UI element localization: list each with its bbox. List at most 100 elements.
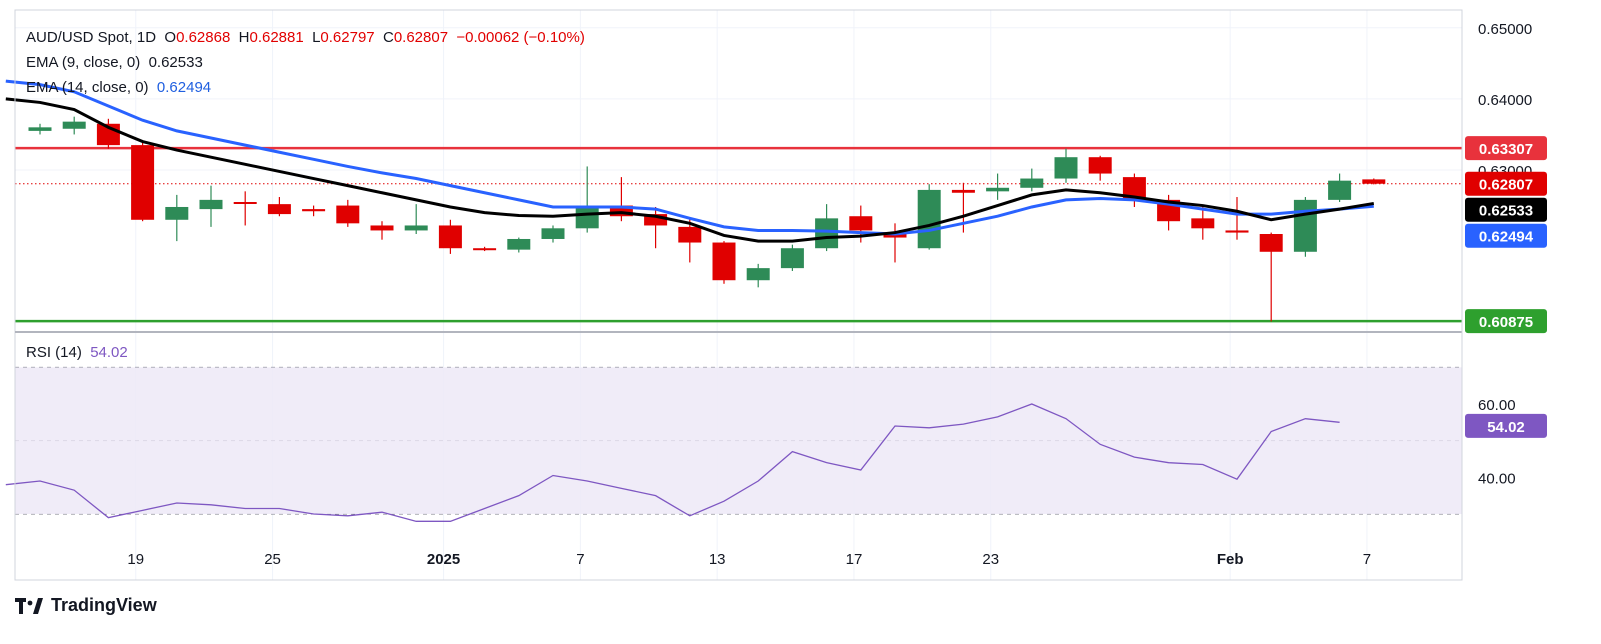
change-value: −0.00062 (−0.10%) bbox=[456, 29, 585, 46]
candle bbox=[28, 123, 52, 135]
price-tags: 0.63307 0.62807 0.62533 0.62494 0.60875 54.02 bbox=[1465, 136, 1547, 438]
candle bbox=[199, 185, 223, 227]
rsi-label: RSI (14) bbox=[26, 344, 82, 361]
candle bbox=[1225, 197, 1249, 240]
candle-body bbox=[1259, 234, 1283, 252]
tradingview-brand[interactable]: TradingView bbox=[15, 595, 157, 616]
ema9-label: EMA (9, close, 0) bbox=[26, 54, 141, 71]
candle bbox=[1088, 155, 1112, 181]
x-tick-label: 13 bbox=[709, 551, 726, 568]
candle bbox=[815, 204, 839, 252]
candle-body bbox=[507, 238, 531, 250]
price-tag: 0.62807 bbox=[1479, 177, 1533, 194]
candle-body bbox=[917, 189, 941, 249]
candle-body bbox=[575, 205, 599, 229]
ema9-line bbox=[5, 97, 1375, 243]
tradingview-logo-icon bbox=[15, 597, 43, 614]
candle bbox=[883, 223, 907, 263]
candle-body bbox=[267, 204, 291, 215]
candle-body bbox=[1054, 157, 1078, 179]
symbol-label[interactable]: AUD/USD Spot, 1D bbox=[26, 29, 157, 46]
candle-body bbox=[28, 127, 52, 131]
rsi-line bbox=[5, 403, 1340, 522]
candle bbox=[165, 194, 189, 242]
candle bbox=[780, 244, 804, 271]
ema14-label: EMA (14, close, 0) bbox=[26, 79, 149, 96]
candle-body bbox=[1122, 177, 1146, 200]
x-tick-label: 19 bbox=[127, 551, 144, 568]
low-value: 0.62797 bbox=[320, 29, 375, 46]
candle-body bbox=[199, 199, 223, 210]
price-tag: 0.63307 bbox=[1479, 141, 1533, 158]
candle bbox=[1054, 148, 1078, 183]
candle bbox=[233, 191, 257, 226]
candle-body bbox=[780, 248, 804, 269]
x-tick-label: 25 bbox=[264, 551, 281, 568]
candle-body bbox=[233, 202, 257, 204]
candle-body bbox=[62, 121, 86, 129]
candle-body bbox=[1328, 180, 1352, 200]
candle bbox=[438, 219, 462, 254]
ema14-line bbox=[5, 79, 1374, 236]
x-tick-label: 23 bbox=[982, 551, 999, 568]
candle-body bbox=[438, 225, 462, 249]
candle-body bbox=[473, 248, 497, 251]
candle-body bbox=[1191, 218, 1215, 229]
candle-body bbox=[1088, 157, 1112, 174]
candle-body bbox=[815, 218, 839, 249]
rsi-tick-label: 40.00 bbox=[1478, 470, 1516, 487]
candle bbox=[507, 237, 531, 253]
candle bbox=[1293, 197, 1317, 257]
candle-body bbox=[746, 268, 770, 281]
x-tick-label: 2025 bbox=[427, 551, 460, 568]
candle-body bbox=[302, 209, 326, 212]
price-tick-label: 0.64000 bbox=[1478, 92, 1532, 109]
rsi-value: 54.02 bbox=[90, 344, 128, 361]
candle bbox=[62, 116, 86, 135]
price-tag: 0.62533 bbox=[1479, 203, 1533, 220]
rsi-legend[interactable]: RSI (14) 54.02 bbox=[26, 344, 128, 362]
candle bbox=[1191, 206, 1215, 240]
horizontal-levels bbox=[15, 146, 1462, 323]
price-tag-bg bbox=[1465, 171, 1547, 196]
ohlc-legend: AUD/USD Spot, 1D O0.62868 H0.62881 L0.62… bbox=[26, 29, 585, 47]
candle bbox=[986, 173, 1010, 200]
candle bbox=[131, 142, 155, 222]
candle bbox=[267, 197, 291, 217]
rsi-tag-bg bbox=[1465, 413, 1547, 438]
candle-body bbox=[849, 216, 873, 231]
candle bbox=[575, 166, 599, 233]
price-tag-bg bbox=[1465, 223, 1547, 248]
candle bbox=[473, 246, 497, 252]
candle-body bbox=[678, 226, 702, 243]
open-value: 0.62868 bbox=[176, 29, 231, 46]
open-label: O bbox=[164, 29, 177, 46]
ema14-value: 0.62494 bbox=[156, 79, 212, 96]
x-tick-label: 7 bbox=[1363, 551, 1371, 568]
low-label: L bbox=[312, 29, 321, 46]
brand-name: TradingView bbox=[51, 595, 157, 615]
ema9-legend[interactable]: EMA (9, close, 0) 0.62533 bbox=[26, 54, 203, 72]
candle bbox=[541, 225, 565, 243]
candle bbox=[746, 263, 770, 288]
high-label: H bbox=[238, 29, 250, 46]
candle bbox=[1020, 168, 1044, 192]
candle-body bbox=[712, 242, 736, 281]
candle-body bbox=[951, 189, 975, 193]
candle-body bbox=[541, 228, 565, 239]
high-value: 0.62881 bbox=[249, 29, 304, 46]
candle bbox=[302, 205, 326, 217]
x-tick-label: 7 bbox=[576, 551, 584, 568]
ema9-value: 0.62533 bbox=[148, 54, 203, 71]
candle-body bbox=[404, 225, 428, 231]
candle-body bbox=[336, 205, 360, 224]
candle-body bbox=[1020, 178, 1044, 188]
price-tag-bg bbox=[1465, 197, 1547, 222]
ema14-legend[interactable]: EMA (14, close, 0) 0.62494 bbox=[26, 79, 211, 97]
candle-body bbox=[370, 225, 394, 231]
candle bbox=[336, 199, 360, 227]
close-label: C bbox=[382, 29, 394, 46]
candle bbox=[1328, 173, 1352, 202]
candle bbox=[1122, 173, 1146, 207]
